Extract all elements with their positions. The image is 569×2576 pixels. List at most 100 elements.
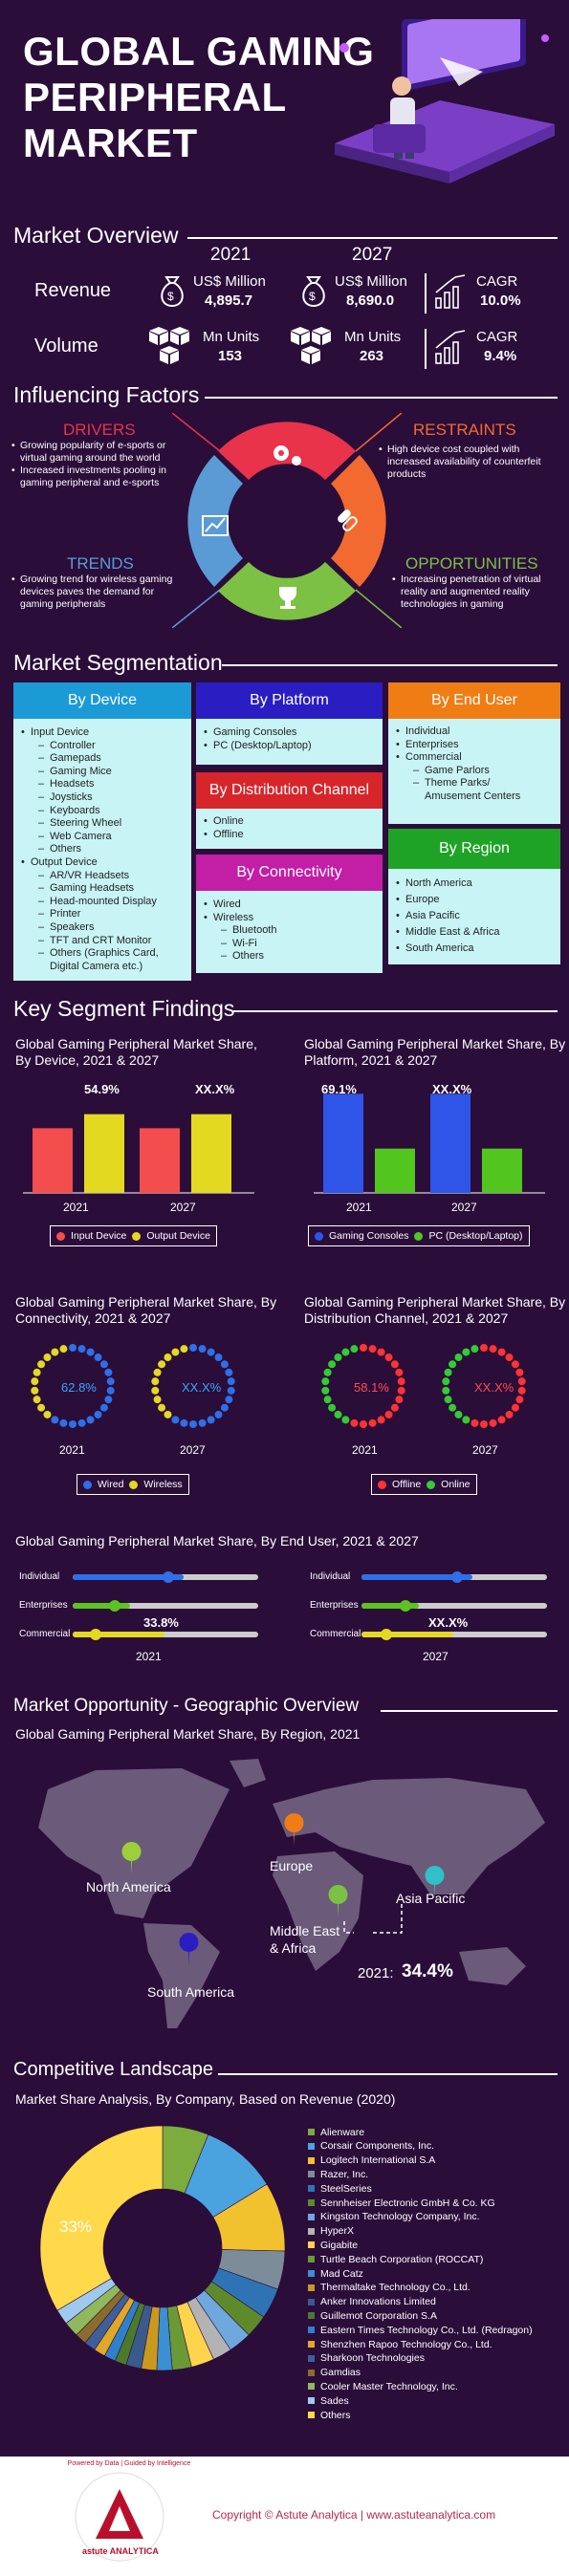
company-legend-item: Mad Catz xyxy=(308,2267,363,2280)
trends-connector xyxy=(172,589,221,628)
opportunities-item: Increasing penetration of virtual realit… xyxy=(392,574,564,611)
trends-list: Growing trend for wireless gaming device… xyxy=(11,574,184,611)
map-label-north-america: North America xyxy=(86,1879,171,1894)
legend-swatch xyxy=(308,2213,315,2220)
drivers-title: DRIVERS xyxy=(63,421,136,439)
connectivity-item: Wi-Fi xyxy=(204,938,376,951)
company-name: Anker Innovations Limited xyxy=(320,2296,436,2308)
distribution-ring-dot xyxy=(384,1353,393,1362)
company-legend-item: SteelSeries xyxy=(308,2182,372,2195)
trends-item: Growing trend for wireless gaming device… xyxy=(11,574,184,611)
company-name: SteelSeries xyxy=(320,2182,372,2195)
legend-swatch xyxy=(308,2284,315,2291)
competitive-subtitle: Market Share Analysis, By Company, Based… xyxy=(15,2091,396,2107)
distribution-ring-dot xyxy=(350,1418,359,1427)
hero-title-line-2: PERIPHERAL xyxy=(23,75,287,119)
donut-slice xyxy=(39,2125,164,2311)
company-legend-item: Shenzhen Rapoo Technology Co., Ltd. xyxy=(308,2338,492,2350)
company-name: Razer, Inc. xyxy=(320,2168,369,2180)
by-platform-list: Gaming Consoles PC (Desktop/Laptop) xyxy=(204,726,376,752)
company-name: Cooler Master Technology, Inc. xyxy=(320,2380,458,2392)
legend-swatch xyxy=(308,2185,315,2193)
gears-icon xyxy=(274,445,301,465)
slider-fill xyxy=(361,1574,472,1580)
company-name: Others xyxy=(320,2409,351,2421)
company-name: Turtle Beach Corporation (ROCCAT) xyxy=(320,2253,484,2265)
slider-fill xyxy=(73,1574,184,1580)
enduser-tick-2021: 2021 xyxy=(136,1650,162,1663)
slider-fill xyxy=(361,1632,453,1637)
geo-heading: Market Opportunity - Geographic Overview xyxy=(13,1696,360,1716)
platform-chart-title: Global Gaming Peripheral Market Share, B… xyxy=(304,1036,566,1068)
company-legend-item: Eastern Times Technology Co., Ltd. (Redr… xyxy=(308,2324,533,2336)
volume-unit-2027: Mn Units xyxy=(344,329,402,345)
legend-dot xyxy=(129,1480,139,1489)
distribution-chart-legend: Offline Online xyxy=(371,1474,477,1495)
legend-swatch xyxy=(308,2354,315,2362)
platform-chart-label-2027: XX.X% xyxy=(432,1082,472,1096)
connectivity-ring-dot xyxy=(153,1368,162,1376)
company-legend-item: Gigabite xyxy=(308,2239,358,2251)
drivers-connector xyxy=(172,413,221,452)
legend-label-input-device: Input Device xyxy=(71,1230,127,1242)
company-legend-item: Gamdias xyxy=(308,2367,361,2379)
factors-heading-rule xyxy=(205,397,558,399)
legend-label-online: Online xyxy=(441,1479,471,1490)
connectivity-tick-2021: 2021 xyxy=(59,1443,85,1457)
device-chart-label-2021: 54.9% xyxy=(84,1082,120,1096)
device-item: Digital Camera etc.) xyxy=(50,960,143,972)
device-item: Headsets xyxy=(21,778,186,791)
map-label-europe: Europe xyxy=(270,1858,314,1873)
region-item: North America xyxy=(396,876,557,892)
map-label-south-america: South America xyxy=(147,1984,235,2000)
company-legend-item: Sades xyxy=(308,2394,349,2407)
platform-bar xyxy=(430,1093,471,1193)
device-item: Printer xyxy=(21,908,186,921)
distribution-ring-dot xyxy=(321,1386,330,1395)
restraints-connector xyxy=(355,413,402,452)
enduser-row-commercial-2027: Commercial xyxy=(310,1629,361,1639)
device-item: Joysticks xyxy=(21,791,186,805)
distribution-ring-dot xyxy=(390,1360,399,1369)
device-item: Gaming Mice xyxy=(21,766,186,779)
map-pin-asia-pacific xyxy=(425,1866,445,1898)
connectivity-ring-dot xyxy=(99,1403,108,1412)
legend-dot xyxy=(378,1480,386,1489)
volume-label: Volume xyxy=(34,336,98,357)
connectivity-ring-dot xyxy=(189,1344,197,1352)
enduser-row-enterprises-2021: Enterprises xyxy=(19,1600,68,1611)
distribution-ring-dot xyxy=(442,1377,450,1386)
legend-label-wired: Wired xyxy=(98,1479,124,1490)
distribution-ring-dot xyxy=(321,1377,330,1386)
overview-divider xyxy=(425,329,427,369)
by-region-list: North America Europe Asia Pacific Middle… xyxy=(396,876,557,957)
device-item: Head-mounted Display xyxy=(21,896,186,909)
hero-title-line-1: GLOBAL GAMING xyxy=(23,29,375,74)
connectivity-ring-dot xyxy=(151,1386,160,1395)
distribution-chart-title: Global Gaming Peripheral Market Share, B… xyxy=(304,1294,566,1326)
competitive-heading-rule xyxy=(218,2073,558,2075)
connectivity-ring-dot xyxy=(104,1368,113,1376)
slider-fill xyxy=(73,1603,130,1609)
distribution-ring-dot xyxy=(397,1386,405,1395)
enduser-label-2027: XX.X% xyxy=(428,1615,469,1630)
enduser-slider-chart xyxy=(73,1571,547,1640)
connectivity-ring-dot xyxy=(227,1386,235,1395)
company-legend-item: Cooler Master Technology, Inc. xyxy=(308,2380,458,2392)
legend-dot xyxy=(132,1231,142,1241)
connectivity-ring-dot xyxy=(77,1418,86,1427)
connectivity-ring-dot xyxy=(59,1345,68,1353)
connectivity-ring-dot xyxy=(151,1377,160,1386)
hero-banner: GLOBAL GAMING PERIPHERAL MARKET xyxy=(0,0,569,196)
by-distribution-list: Online Offline xyxy=(204,815,376,841)
revenue-label: Revenue xyxy=(34,280,112,301)
company-legend-item: Razer, Inc. xyxy=(308,2168,368,2180)
connectivity-label-2027: XX.X% xyxy=(182,1380,222,1395)
legend-dot xyxy=(83,1480,92,1489)
map-label-africa: & Africa xyxy=(270,1940,317,1956)
by-connectivity-header: By Connectivity xyxy=(196,855,383,891)
enduser-row-individual-2027: Individual xyxy=(310,1571,351,1582)
distribution-ring-dot xyxy=(454,1410,463,1418)
connectivity-item: Others xyxy=(204,950,376,963)
legend-dot xyxy=(56,1231,65,1241)
